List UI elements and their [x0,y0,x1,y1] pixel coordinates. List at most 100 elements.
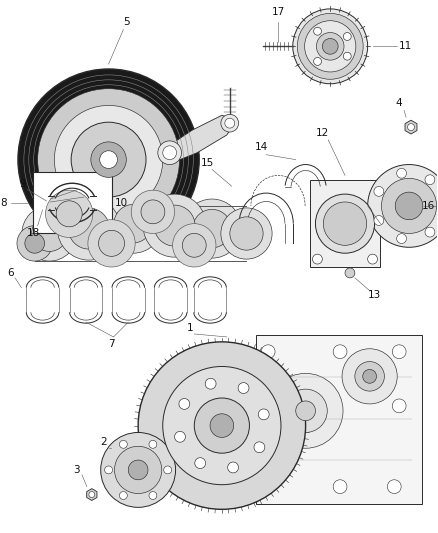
Circle shape [367,165,438,247]
Text: 15: 15 [201,158,214,167]
Circle shape [114,205,152,243]
Text: 5: 5 [123,17,130,27]
Text: 12: 12 [316,128,329,138]
Circle shape [238,383,249,393]
Circle shape [333,345,347,359]
Circle shape [367,254,378,264]
Circle shape [32,215,67,252]
Circle shape [304,21,356,72]
Circle shape [163,367,281,484]
Circle shape [312,254,322,264]
Circle shape [392,399,406,413]
Circle shape [228,462,239,473]
Circle shape [397,233,406,244]
Circle shape [195,458,205,469]
Circle shape [141,200,165,224]
Circle shape [258,409,269,420]
Circle shape [68,208,110,249]
Circle shape [363,369,377,383]
Circle shape [194,398,250,453]
Circle shape [381,179,437,233]
Circle shape [343,33,351,41]
Circle shape [221,114,239,132]
Circle shape [88,220,135,267]
Text: 7: 7 [108,339,115,349]
Circle shape [316,33,344,60]
Circle shape [173,224,216,267]
Text: 13: 13 [368,289,381,300]
Text: 17: 17 [272,7,285,17]
Text: 10: 10 [115,198,128,208]
Text: 2: 2 [100,438,107,447]
Circle shape [230,217,263,250]
Circle shape [91,142,126,177]
Circle shape [261,399,275,413]
Circle shape [407,124,414,131]
Text: 3: 3 [73,465,79,475]
Circle shape [315,194,374,253]
Circle shape [392,345,406,359]
Text: 16: 16 [422,201,435,211]
Circle shape [110,232,122,244]
Polygon shape [38,198,47,209]
Circle shape [374,187,384,196]
Circle shape [296,401,315,421]
Circle shape [99,230,124,256]
Circle shape [105,466,113,474]
Circle shape [104,194,163,253]
Circle shape [268,374,343,448]
Circle shape [17,225,53,261]
Circle shape [210,414,234,438]
Circle shape [163,146,177,159]
Circle shape [154,205,195,246]
Circle shape [205,378,216,389]
Circle shape [343,52,351,60]
Circle shape [193,209,231,248]
Circle shape [175,431,185,442]
Circle shape [293,9,367,84]
Circle shape [22,206,77,261]
Circle shape [183,199,242,258]
Circle shape [397,168,406,178]
Circle shape [89,491,95,497]
Circle shape [54,106,163,214]
Circle shape [46,190,93,237]
Circle shape [284,389,327,432]
Circle shape [128,460,148,480]
Circle shape [138,342,306,510]
Circle shape [395,192,423,220]
Circle shape [261,480,275,494]
Circle shape [149,440,157,448]
Text: 14: 14 [254,142,268,152]
Circle shape [225,118,235,128]
Circle shape [149,491,157,499]
Circle shape [25,233,45,253]
Circle shape [323,202,367,245]
Circle shape [114,446,162,494]
Bar [256,335,422,504]
Circle shape [355,361,385,391]
Circle shape [322,38,338,54]
Circle shape [261,345,275,359]
Circle shape [221,208,272,259]
Text: 8: 8 [0,198,7,208]
Circle shape [158,141,181,165]
Text: 18: 18 [27,229,40,238]
Circle shape [342,349,397,404]
Circle shape [314,27,321,35]
Circle shape [425,175,435,184]
Circle shape [164,466,172,474]
Polygon shape [87,489,97,500]
Circle shape [57,197,120,260]
Circle shape [297,13,363,79]
Polygon shape [405,120,417,134]
Circle shape [387,480,401,494]
Circle shape [100,151,117,168]
Circle shape [131,190,175,233]
Bar [310,180,381,267]
Text: 4: 4 [396,99,403,109]
Circle shape [345,268,355,278]
Circle shape [101,432,176,507]
Circle shape [425,227,435,237]
Text: 1: 1 [187,323,194,333]
